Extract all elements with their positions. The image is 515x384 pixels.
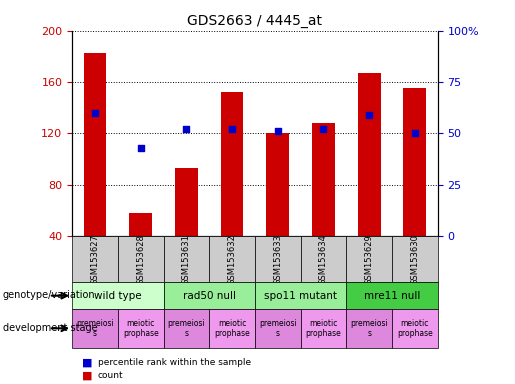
Text: premeiosi
s: premeiosi s: [350, 319, 388, 338]
Point: [411, 130, 419, 136]
Text: GSM153633: GSM153633: [273, 234, 282, 285]
Text: GSM153628: GSM153628: [136, 234, 145, 285]
Bar: [163, 309, 209, 348]
Bar: [72, 282, 163, 309]
Bar: [118, 236, 163, 282]
Text: GSM153629: GSM153629: [365, 234, 374, 285]
Point: [136, 145, 145, 151]
Text: meiotic
prophase: meiotic prophase: [305, 319, 341, 338]
Bar: [346, 309, 392, 348]
Text: GSM153630: GSM153630: [410, 234, 419, 285]
Bar: [118, 309, 163, 348]
Text: wild type: wild type: [94, 291, 142, 301]
Bar: [312, 123, 335, 236]
Point: [228, 126, 236, 132]
Bar: [209, 309, 255, 348]
Text: meiotic
prophase: meiotic prophase: [397, 319, 433, 338]
Bar: [209, 236, 255, 282]
Bar: [255, 309, 301, 348]
Text: spo11 mutant: spo11 mutant: [264, 291, 337, 301]
Bar: [220, 92, 244, 236]
Bar: [403, 88, 426, 236]
Title: GDS2663 / 4445_at: GDS2663 / 4445_at: [187, 14, 322, 28]
Text: meiotic
prophase: meiotic prophase: [123, 319, 159, 338]
Bar: [255, 236, 301, 282]
Text: GSM153631: GSM153631: [182, 234, 191, 285]
Point: [273, 128, 282, 134]
Text: premeiosi
s: premeiosi s: [167, 319, 205, 338]
Bar: [301, 309, 346, 348]
Point: [182, 126, 191, 132]
Text: percentile rank within the sample: percentile rank within the sample: [98, 358, 251, 367]
Bar: [392, 236, 438, 282]
Bar: [358, 73, 381, 236]
Text: rad50 null: rad50 null: [183, 291, 236, 301]
Text: ■: ■: [82, 371, 93, 381]
Bar: [266, 133, 289, 236]
Bar: [129, 213, 152, 236]
Bar: [392, 309, 438, 348]
Point: [319, 126, 328, 132]
Bar: [163, 282, 255, 309]
Text: meiotic
prophase: meiotic prophase: [214, 319, 250, 338]
Bar: [346, 236, 392, 282]
Bar: [163, 236, 209, 282]
Text: GSM153627: GSM153627: [91, 234, 99, 285]
Bar: [72, 236, 118, 282]
Text: premeiosi
s: premeiosi s: [76, 319, 114, 338]
Bar: [346, 282, 438, 309]
Bar: [301, 236, 346, 282]
Point: [365, 112, 373, 118]
Text: GSM153634: GSM153634: [319, 234, 328, 285]
Text: mre11 null: mre11 null: [364, 291, 420, 301]
Bar: [83, 53, 107, 236]
Bar: [255, 282, 346, 309]
Bar: [72, 309, 118, 348]
Text: development stage: development stage: [3, 323, 97, 333]
Text: GSM153632: GSM153632: [228, 234, 236, 285]
Point: [91, 110, 99, 116]
Text: count: count: [98, 371, 124, 380]
Text: premeiosi
s: premeiosi s: [259, 319, 297, 338]
Text: ■: ■: [82, 358, 93, 368]
Bar: [175, 168, 198, 236]
Text: genotype/variation: genotype/variation: [3, 290, 95, 300]
